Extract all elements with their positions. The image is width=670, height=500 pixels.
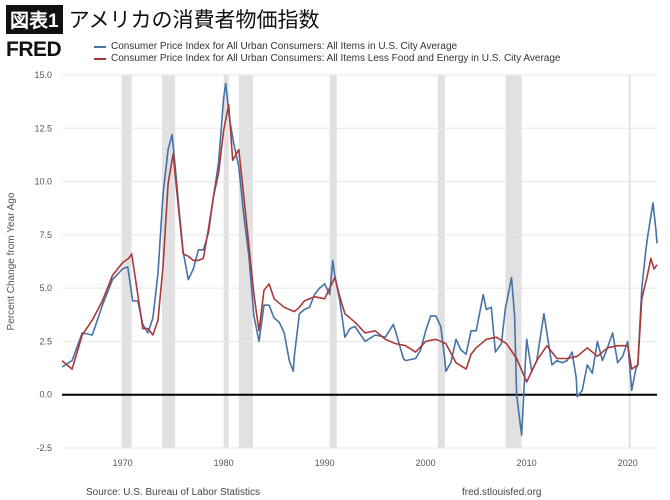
y-tick-label: 0.0	[39, 390, 52, 400]
legend-label: Consumer Price Index for All Urban Consu…	[111, 53, 561, 64]
legend-swatch	[94, 46, 106, 48]
y-axis-label: Percent Change from Year Ago	[6, 192, 17, 330]
y-tick-label: 10.0	[34, 177, 52, 187]
legend: Consumer Price Index for All Urban Consu…	[94, 41, 560, 65]
legend-item-core: Consumer Price Index for All Urban Consu…	[94, 53, 560, 65]
y-tick-label: 15.0	[34, 70, 52, 80]
recession-band	[505, 75, 522, 448]
source-note: Source: U.S. Bureau of Labor Statistics	[86, 487, 260, 498]
series-line-cpi	[61, 82, 658, 436]
x-tick-label: 2000	[416, 458, 436, 468]
recession-band	[238, 75, 253, 448]
legend-swatch	[94, 58, 106, 60]
x-tick-label: 1990	[315, 458, 335, 468]
recession-band	[121, 75, 132, 448]
x-tick-label: 2020	[618, 458, 638, 468]
y-tick-label: 7.5	[39, 230, 52, 240]
y-tick-label: -2.5	[36, 443, 52, 453]
y-tick-label: 5.0	[39, 283, 52, 293]
legend-item-cpi: Consumer Price Index for All Urban Consu…	[94, 41, 560, 53]
x-tick-label: 2010	[517, 458, 537, 468]
figure-badge: 図表1	[6, 4, 63, 34]
y-tick-label: 2.5	[39, 336, 52, 346]
legend-label: Consumer Price Index for All Urban Consu…	[111, 41, 458, 52]
series-line-core-cpi	[61, 104, 658, 383]
recession-band	[437, 75, 445, 448]
recession-band	[223, 75, 229, 448]
fred-logo: FRED	[6, 38, 62, 61]
figure-title: 図表1 アメリカの消費者物価指数	[6, 4, 320, 34]
y-tick-label: 12.5	[34, 123, 52, 133]
x-tick-label: 1970	[113, 458, 133, 468]
site-url[interactable]: fred.stlouisfed.org	[462, 487, 542, 498]
recession-band	[628, 75, 631, 448]
figure-title-text: アメリカの消費者物価指数	[68, 9, 320, 32]
x-tick-label: 1980	[214, 458, 234, 468]
